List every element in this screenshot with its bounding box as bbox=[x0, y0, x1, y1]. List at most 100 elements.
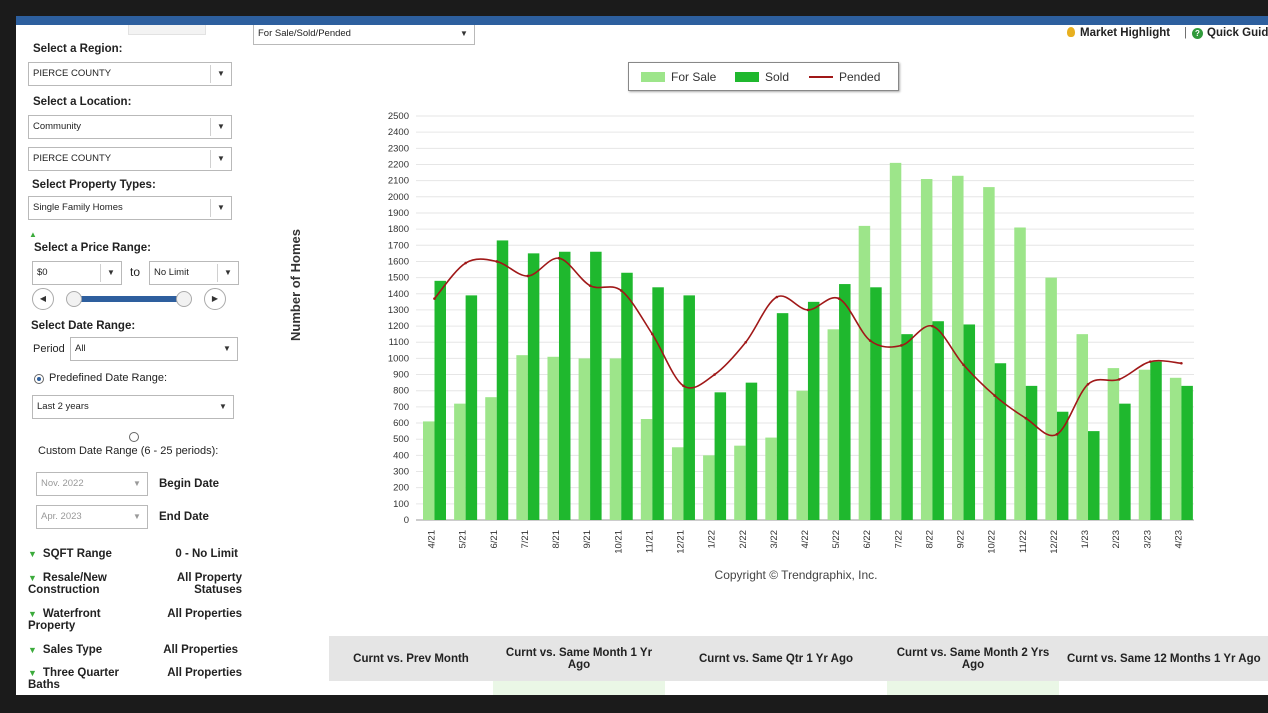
y-axis-label: Number of Homes bbox=[288, 229, 303, 341]
y-tick-label: 1800 bbox=[388, 224, 409, 235]
bar-for-sale bbox=[920, 179, 933, 521]
region-select-value: PIERCE COUNTY bbox=[33, 68, 112, 79]
legend-label-sold: Sold bbox=[765, 70, 790, 84]
bar-for-sale bbox=[734, 445, 746, 520]
table-header-same-12mo-1yr: Curnt vs. Same 12 Months 1 Yr Ago bbox=[1067, 652, 1261, 665]
table-header-same-month-1yr: Curnt vs. Same Month 1 Yr Ago bbox=[505, 646, 653, 671]
status-select[interactable]: For Sale/Sold/Pended ▼ bbox=[253, 25, 475, 45]
bar-for-sale bbox=[423, 421, 435, 520]
price-min-value: $0 bbox=[37, 267, 48, 278]
market-highlight-link[interactable]: Market Highlight bbox=[1067, 27, 1170, 39]
y-tick-label: 700 bbox=[393, 402, 409, 413]
table-cell bbox=[1059, 681, 1268, 695]
chevron-down-icon: ▼ bbox=[210, 118, 231, 136]
chevron-down-icon: ▼ bbox=[28, 609, 37, 619]
date-range-label: Select Date Range: bbox=[31, 320, 136, 332]
price-max-select[interactable]: No Limit ▼ bbox=[149, 261, 239, 285]
bar-sold bbox=[901, 334, 913, 520]
price-range-label: Select a Price Range: bbox=[34, 242, 151, 254]
predefined-range-label: Predefined Date Range: bbox=[49, 372, 168, 384]
filter-sqft-toggle[interactable]: ▼ SQFT Range bbox=[28, 548, 158, 560]
price-decrease-button[interactable]: ◀ bbox=[32, 288, 54, 310]
bar-sold bbox=[714, 392, 727, 520]
legend-label-for-sale: For Sale bbox=[671, 70, 717, 84]
begin-date-select[interactable]: Nov. 2022 ▼ bbox=[36, 472, 148, 496]
legend-swatch-pended bbox=[809, 76, 833, 78]
price-increase-button[interactable]: ▶ bbox=[204, 288, 226, 310]
filter-baths-toggle[interactable]: ▼ Three Quarter Baths bbox=[28, 667, 148, 691]
filter-sales-type-toggle[interactable]: ▼ Sales Type bbox=[28, 644, 158, 656]
bar-sold bbox=[1025, 385, 1038, 520]
x-tick-label: 2/23 bbox=[1111, 530, 1122, 549]
x-tick-label: 1/23 bbox=[1080, 530, 1091, 549]
bar-for-sale bbox=[609, 358, 622, 520]
filter-name: Waterfront Property bbox=[28, 608, 101, 632]
sidebar-tab[interactable] bbox=[128, 25, 206, 35]
bar-for-sale bbox=[485, 397, 497, 520]
property-type-select[interactable]: Single Family Homes ▼ bbox=[28, 196, 232, 220]
window-top-bar bbox=[0, 0, 1268, 16]
bar-sold bbox=[1119, 403, 1131, 520]
y-tick-label: 1500 bbox=[388, 273, 409, 284]
location-select-value: PIERCE COUNTY bbox=[33, 153, 112, 164]
y-tick-label: 2500 bbox=[388, 111, 409, 122]
pended-point bbox=[682, 384, 685, 388]
pended-point bbox=[713, 373, 716, 376]
custom-range-radio[interactable] bbox=[129, 432, 139, 442]
chevron-down-icon: ▼ bbox=[219, 402, 227, 411]
location-type-select[interactable]: Community ▼ bbox=[28, 115, 232, 139]
y-tick-label: 1700 bbox=[388, 240, 409, 251]
filter-waterfront-toggle[interactable]: ▼ Waterfront Property bbox=[28, 608, 138, 632]
price-slider-max-handle[interactable] bbox=[176, 291, 192, 307]
price-slider-track[interactable] bbox=[74, 296, 186, 302]
collapse-chevron-icon[interactable]: ▲ bbox=[29, 230, 37, 239]
predefined-range-select[interactable]: Last 2 years ▼ bbox=[32, 395, 234, 419]
price-slider-min-handle[interactable] bbox=[66, 291, 82, 307]
bar-for-sale bbox=[547, 356, 559, 520]
filter-name: Resale/New Construction bbox=[28, 572, 107, 596]
chart-copyright: Copyright © Trendgraphix, Inc. bbox=[714, 568, 878, 582]
y-tick-label: 0 bbox=[404, 515, 409, 526]
location-label: Select a Location: bbox=[33, 96, 132, 108]
bar-sold bbox=[527, 253, 540, 521]
period-select[interactable]: All ▼ bbox=[70, 337, 238, 361]
end-date-label: End Date bbox=[159, 511, 209, 523]
end-date-select[interactable]: Apr. 2023 ▼ bbox=[36, 505, 148, 529]
y-tick-label: 1400 bbox=[388, 289, 409, 300]
x-tick-label: 4/22 bbox=[800, 530, 811, 549]
legend-label-pended: Pended bbox=[839, 70, 881, 84]
pended-point bbox=[1148, 360, 1152, 363]
x-tick-label: 5/21 bbox=[458, 530, 469, 549]
chevron-right-icon: ▶ bbox=[211, 294, 219, 303]
x-tick-label: 2/22 bbox=[738, 530, 749, 549]
help-icon: ? bbox=[1192, 28, 1203, 39]
x-tick-label: 10/22 bbox=[987, 530, 998, 554]
x-tick-label: 11/21 bbox=[644, 530, 655, 553]
period-label: Period bbox=[33, 343, 65, 355]
x-tick-label: 7/21 bbox=[520, 530, 531, 549]
pended-point bbox=[619, 289, 623, 292]
price-min-select[interactable]: $0 ▼ bbox=[32, 261, 122, 285]
chevron-down-icon: ▼ bbox=[460, 29, 468, 38]
y-tick-label: 200 bbox=[393, 483, 409, 494]
filter-resale-toggle[interactable]: ▼ Resale/New Construction bbox=[28, 572, 148, 596]
y-tick-label: 1900 bbox=[388, 208, 409, 219]
x-tick-label: 7/22 bbox=[893, 530, 904, 549]
x-tick-label: 6/22 bbox=[862, 530, 873, 549]
pended-point bbox=[868, 339, 872, 342]
bar-for-sale bbox=[1045, 277, 1057, 520]
region-select[interactable]: PIERCE COUNTY ▼ bbox=[28, 62, 232, 86]
pended-point bbox=[962, 363, 965, 367]
chevron-down-icon: ▼ bbox=[210, 65, 231, 83]
filter-value: All Property Statuses bbox=[176, 572, 242, 596]
predefined-range-radio[interactable] bbox=[34, 374, 44, 384]
quick-guide-link[interactable]: ? Quick Guide bbox=[1192, 27, 1268, 39]
region-label: Select a Region: bbox=[33, 43, 123, 55]
market-highlight-label: Market Highlight bbox=[1080, 27, 1171, 39]
bar-for-sale bbox=[516, 355, 528, 520]
chevron-down-icon: ▼ bbox=[133, 512, 141, 521]
location-select[interactable]: PIERCE COUNTY ▼ bbox=[28, 147, 232, 171]
bar-for-sale bbox=[827, 329, 840, 520]
pended-point bbox=[588, 284, 592, 287]
pended-point bbox=[433, 297, 436, 300]
